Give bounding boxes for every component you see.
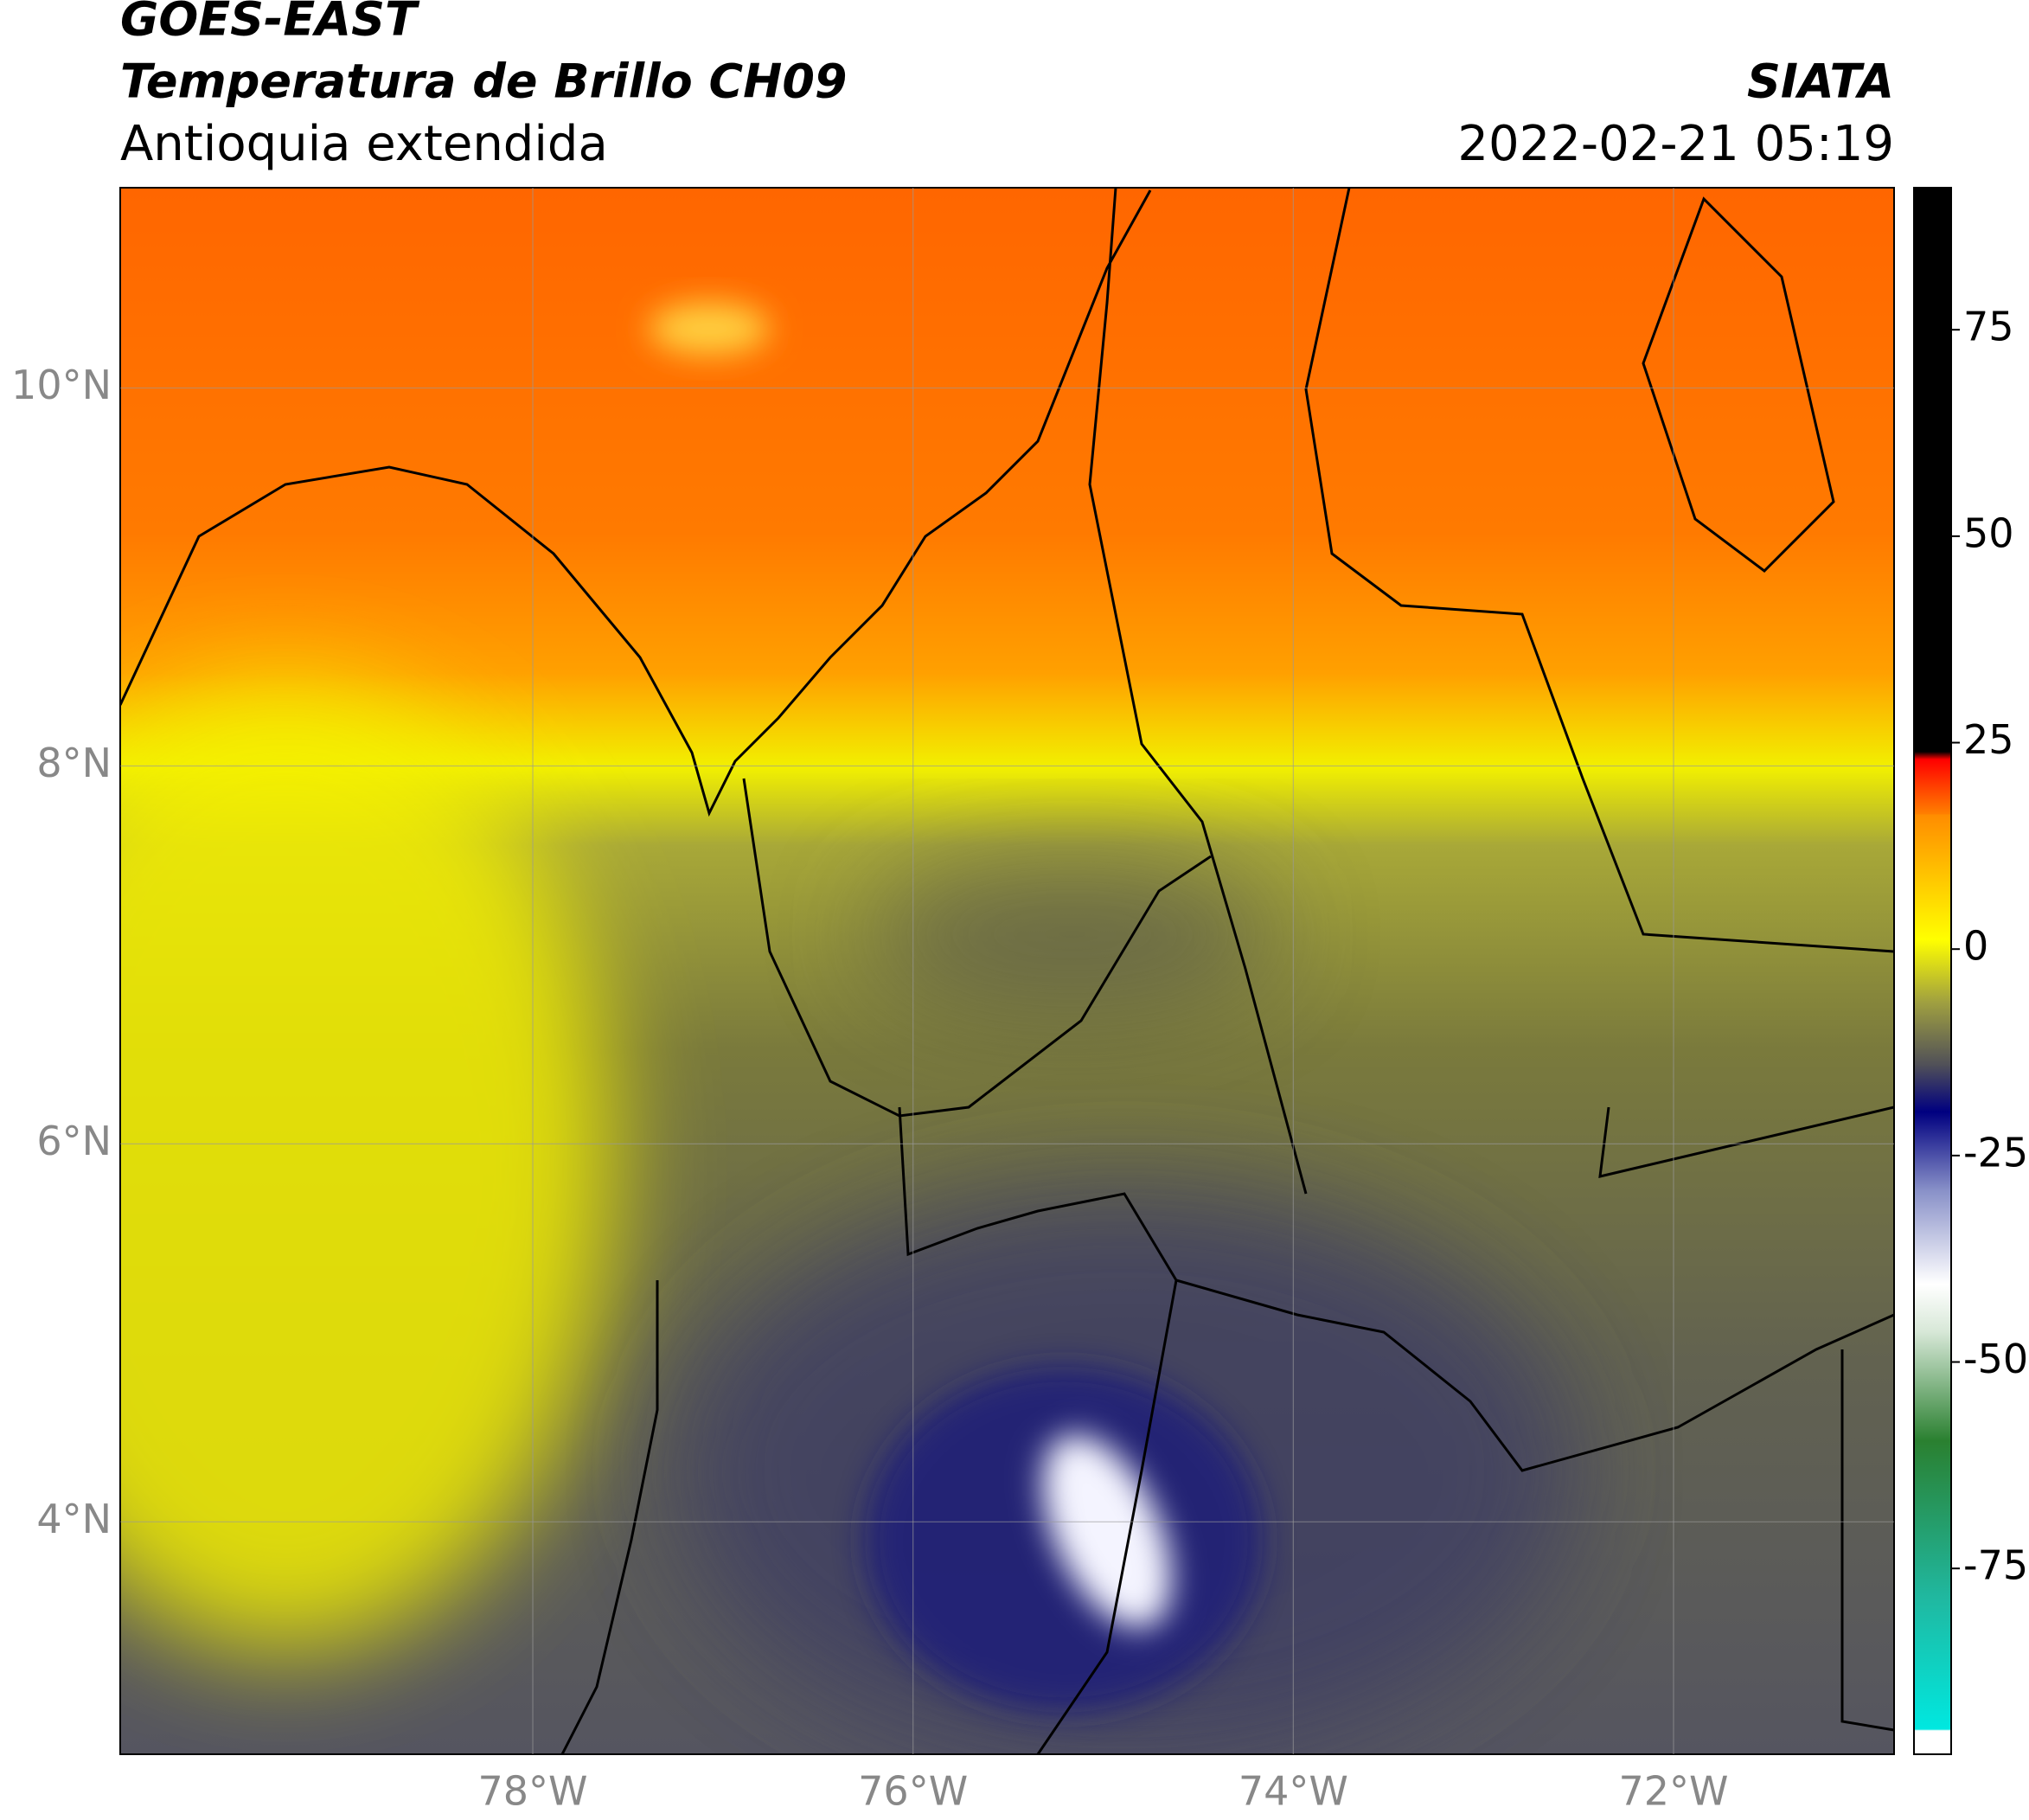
colorbar-tick-label: 75	[1963, 304, 2014, 350]
satellite-image	[120, 188, 1894, 1754]
colorbar-tick-label: -25	[1963, 1129, 2028, 1176]
colorbar-tick-label: -50	[1963, 1336, 2028, 1382]
x-tick-label: 78°W	[478, 1768, 588, 1815]
x-tick-label: 72°W	[1618, 1768, 1728, 1815]
map-frame	[119, 187, 1895, 1755]
colorbar-tick-label: 0	[1963, 923, 1988, 970]
colorbar-tick-label: 25	[1963, 716, 2014, 763]
y-tick-label: 8°N	[36, 740, 112, 786]
colorbar-tick-label: -75	[1963, 1542, 2028, 1589]
y-tick-label: 10°N	[11, 362, 112, 408]
colorbar-tick-label: 50	[1963, 509, 2014, 556]
y-tick-label: 4°N	[36, 1496, 112, 1542]
agency: SIATA	[1747, 54, 1894, 109]
x-tick-label: 76°W	[858, 1768, 968, 1815]
title: GOES-EAST	[120, 0, 420, 47]
x-tick-label: 74°W	[1239, 1768, 1348, 1815]
y-tick-label: 6°N	[36, 1118, 112, 1164]
subtitle: Temperatura de Brillo CH09	[120, 54, 848, 109]
colorbar	[1913, 187, 1952, 1755]
datetime: 2022-02-21 05:19	[1457, 116, 1894, 172]
region: Antioquia extendida	[120, 116, 608, 172]
